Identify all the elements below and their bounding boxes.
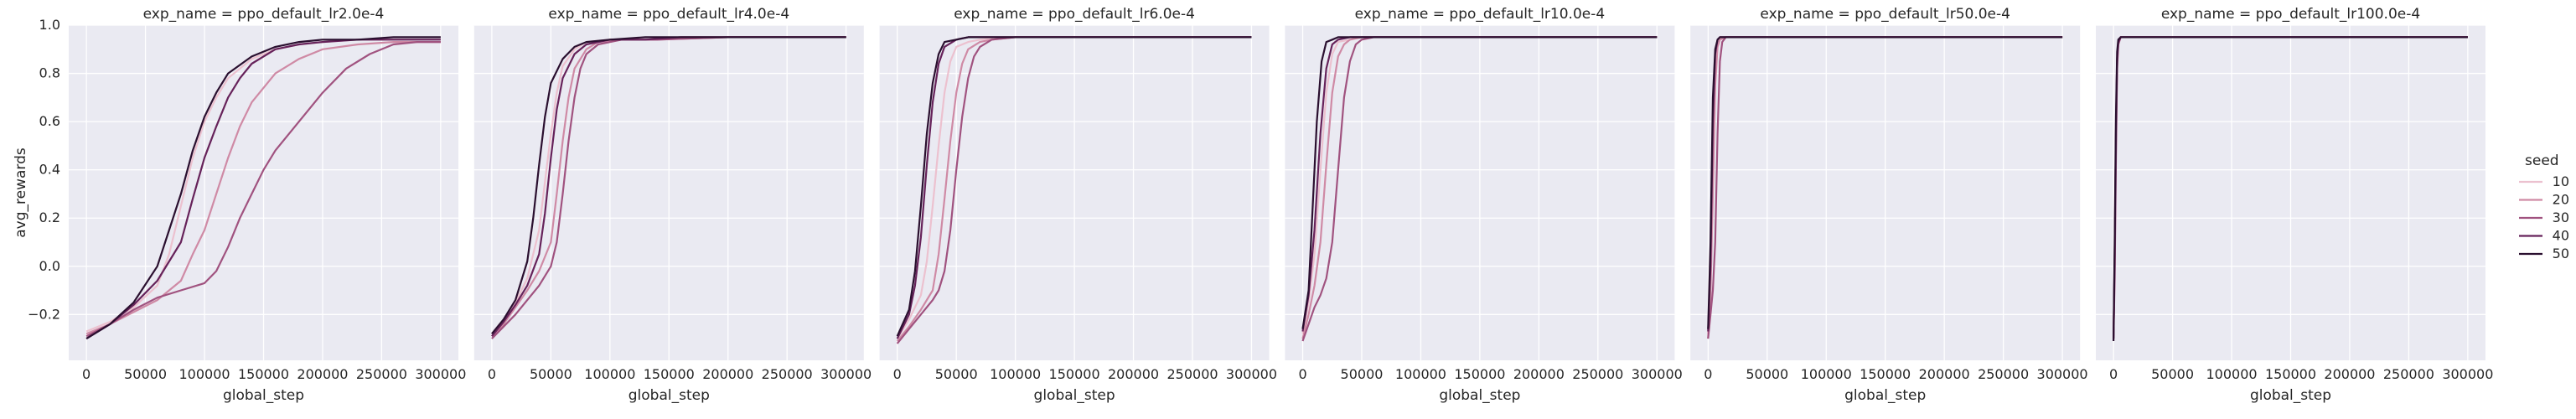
x-tick-label: 250000 (1978, 366, 2029, 382)
x-tick-label: 150000 (238, 366, 289, 382)
panel-title: exp_name = ppo_default_lr6.0e-4 (954, 6, 1195, 23)
x-tick-label: 300000 (2442, 366, 2493, 382)
x-tick-label: 250000 (1572, 366, 1623, 382)
x-tick-label: 150000 (644, 366, 695, 382)
x-tick-label: 250000 (1166, 366, 1218, 382)
x-tick-label: 250000 (2383, 366, 2434, 382)
x-tick-label: 150000 (1049, 366, 1100, 382)
x-tick-label: 200000 (1919, 366, 1970, 382)
x-tick-label: 200000 (1108, 366, 1159, 382)
x-tick-label: 0 (2109, 366, 2118, 382)
series-line-seed-50 (2113, 36, 2468, 342)
x-tick-label: 0 (1704, 366, 1712, 382)
x-tick-label: 300000 (820, 366, 872, 382)
x-tick-label: 0 (82, 366, 91, 382)
x-tick-label: 300000 (1226, 366, 1277, 382)
x-tick-label: 0 (893, 366, 902, 382)
facet-panel: exp_name = ppo_default_lr6.0e-4 0 50000 100… (879, 6, 1277, 404)
x-tick-label: 100000 (2206, 366, 2258, 382)
facet-panel: exp_name = ppo_default_lr4.0e-4 0 50000 100… (473, 6, 872, 404)
y-tick-label: 0.4 (39, 162, 60, 178)
x-axis-label: global_step (1034, 387, 1115, 404)
x-tick-label: 50000 (1341, 366, 1384, 382)
panel-title: exp_name = ppo_default_lr100.0e-4 (2161, 6, 2420, 23)
x-tick-label: 100000 (1801, 366, 1852, 382)
series-line-seed-40 (85, 39, 441, 340)
series-line-seed-50 (491, 36, 846, 334)
facet-panel: exp_name = ppo_default_lr2.0e-4 0 50000 100… (13, 6, 466, 404)
series-line-seed-40 (491, 36, 846, 337)
legend: seed 10 20 30 40 50 (2519, 153, 2569, 261)
series-line-seed-20 (85, 40, 441, 335)
x-tick-label: 300000 (1632, 366, 1683, 382)
x-tick-label: 0 (488, 366, 496, 382)
facet-panel: exp_name = ppo_default_lr10.0e-4 0 50000 10… (1285, 6, 1683, 404)
x-tick-label: 300000 (415, 366, 466, 382)
x-tick-label: 150000 (1454, 366, 1505, 382)
series-line-seed-50 (896, 36, 1252, 337)
y-tick-label: 0.6 (39, 113, 60, 129)
x-axis-label: global_step (1844, 387, 1926, 404)
x-axis-label: global_step (628, 387, 710, 404)
x-tick-label: 100000 (990, 366, 1041, 382)
panel-title: exp_name = ppo_default_lr10.0e-4 (1355, 6, 1606, 23)
x-tick-label: 100000 (584, 366, 635, 382)
x-tick-label: 150000 (2265, 366, 2316, 382)
x-tick-label: 50000 (530, 366, 572, 382)
legend-label-seed-40: 40 (2553, 228, 2569, 244)
x-tick-label: 200000 (1513, 366, 1565, 382)
series-line-seed-50 (1707, 36, 2063, 329)
x-tick-label: 50000 (1746, 366, 1788, 382)
legend-label-seed-50: 50 (2553, 246, 2569, 261)
legend-title: seed (2525, 153, 2559, 169)
series-line-seed-50 (85, 36, 441, 340)
x-tick-label: 250000 (356, 366, 407, 382)
x-axis-label: global_step (223, 387, 304, 404)
facet-panel: exp_name = ppo_default_lr50.0e-4 0 50000 10… (1690, 6, 2088, 404)
y-tick-label: 0.0 (39, 258, 60, 274)
x-tick-label: 100000 (1395, 366, 1446, 382)
x-tick-label: 50000 (124, 366, 167, 382)
legend-label-seed-20: 20 (2553, 192, 2569, 208)
panel-title: exp_name = ppo_default_lr50.0e-4 (1760, 6, 2010, 23)
x-tick-label: 250000 (762, 366, 813, 382)
x-tick-label: 200000 (297, 366, 348, 382)
y-tick-label: 0.8 (39, 65, 60, 81)
x-tick-label: 0 (1298, 366, 1306, 382)
y-tick-label: 1.0 (39, 17, 60, 33)
x-axis-label: global_step (2250, 387, 2331, 404)
series-line-seed-30 (85, 40, 441, 338)
y-axis-label: avg_rewards (13, 147, 29, 238)
x-tick-label: 50000 (935, 366, 978, 382)
x-tick-label: 100000 (179, 366, 230, 382)
x-tick-label: 50000 (2151, 366, 2194, 382)
panel-title: exp_name = ppo_default_lr4.0e-4 (548, 6, 789, 23)
series-line-seed-50 (1301, 36, 1658, 329)
x-tick-label: 150000 (1860, 366, 1911, 382)
legend-label-seed-10: 10 (2553, 173, 2569, 189)
x-tick-label: 300000 (2037, 366, 2088, 382)
x-tick-label: 200000 (702, 366, 753, 382)
y-tick-label: 0.2 (39, 210, 60, 225)
x-axis-label: global_step (1439, 387, 1520, 404)
y-tick-label: −0.2 (28, 306, 60, 322)
facet-panel: exp_name = ppo_default_lr100.0e-4 0 50000 1… (2096, 6, 2493, 404)
panel-title: exp_name = ppo_default_lr2.0e-4 (143, 6, 385, 23)
legend-label-seed-30: 30 (2553, 210, 2569, 225)
x-tick-label: 200000 (2324, 366, 2375, 382)
